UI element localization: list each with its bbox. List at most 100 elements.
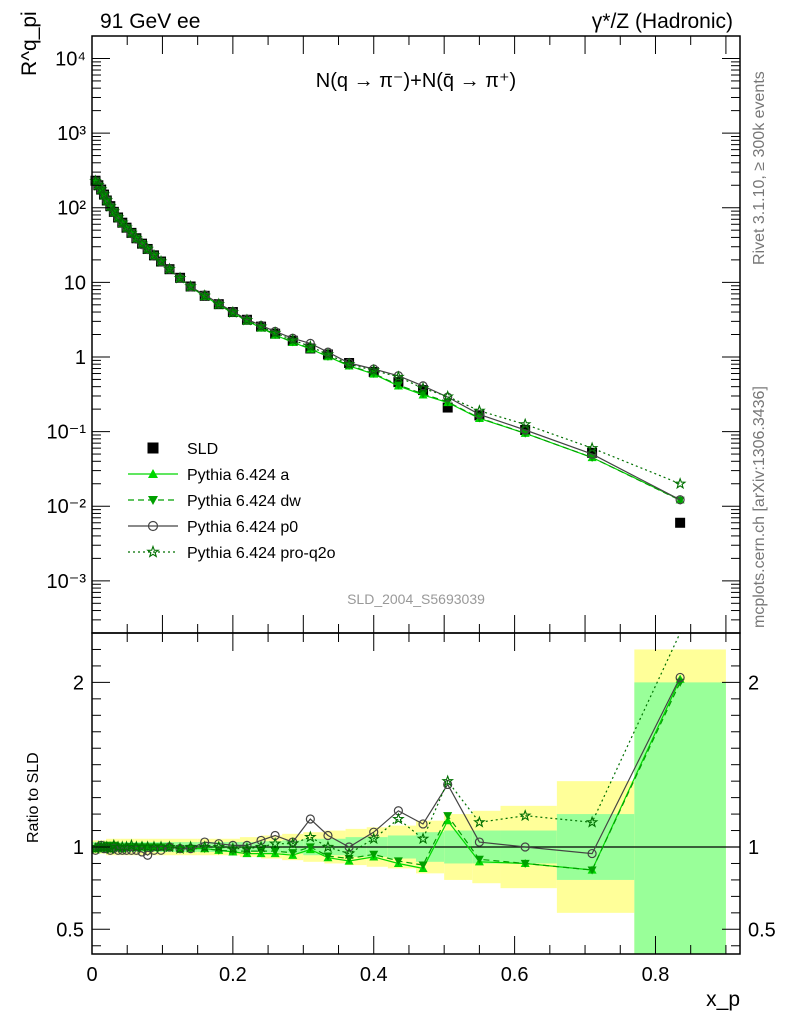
ratio-point-pythia-6-424-pro-q2o [120,840,133,853]
ratio-point-pythia-6-424-dw [393,857,403,866]
main-point-pythia-6-424-p0 [474,409,484,419]
ratio-point-pythia-6-424-p0 [675,672,685,683]
rivet-note: Rivet 3.1.10, ≥ 300k events [751,71,768,265]
main-point-pythia-6-424-pro-q2o [212,297,226,310]
ratio-point-pythia-6-424-p0 [186,844,196,854]
ratio-y-tick-label: 0.5 [56,919,84,941]
ratio-y-axis-label: Ratio to SLD [25,752,42,843]
main-point-pythia-6-424-p0 [131,234,141,244]
main-y-tick-label: 10⁴ [55,48,86,70]
ratio-point-pythia-6-424-p0 [143,850,153,860]
ratio-point-pythia-6-424-p0 [228,840,238,850]
x-tick-label: 0.4 [360,964,388,986]
main-point-pythia-6-424-p0 [305,338,315,348]
ratio-stat-uncertainty-band [634,682,726,954]
main-point-pythia-6-424-pro-q2o [286,333,300,346]
main-axis-ticks: 10⁻³ 10⁻² 10⁻¹ 1 10 10² 10³ 10⁴ [47,35,740,634]
ratio-point-pythia-6-424-pro-q2o [184,840,197,853]
ratio-point-pythia-6-424-p0 [520,842,530,852]
main-point-pythia-6-424-pro-q2o [226,305,240,318]
ratio-point-pythia-6-424-p0 [323,830,333,841]
main-point-pythia-6-424-p0 [137,240,147,250]
ratio-point-pythia-6-424-dw [323,852,333,861]
x-tick-label: 0.6 [501,964,529,986]
ratio-point-pythia-6-424-dw [418,861,428,870]
main-point-pythia-6-424-pro-q2o [120,221,133,234]
main-point-pythia-6-424-pro-q2o [147,248,161,261]
ratio-point-pythia-6-424-pro-q2o [125,838,138,851]
ratio-point-pythia-6-424-pro-q2o [367,832,381,845]
main-point-sld [442,402,453,413]
main-point-pythia-6-424-pro-q2o [342,357,356,370]
main-point-sld [587,447,598,458]
main-point-pythia-6-424-pro-q2o [154,254,168,267]
main-point-pythia-6-424-pro-q2o [115,216,129,229]
main-point-pythia-6-424-pro-q2o [103,199,117,212]
ratio-point-pythia-6-424-p0 [369,827,379,837]
main-plot-panel: 10⁻³ 10⁻² 10⁻¹ 1 10 10² 10³ 10⁴ N(q → π⁻)+N(q̄ … [18,11,741,634]
main-point-pythia-6-424-p0 [149,251,159,261]
ratio-point-pythia-6-424-dw [443,812,453,821]
main-point-pythia-6-424-pro-q2o [107,204,121,217]
main-point-pythia-6-424-pro-q2o [268,326,282,339]
ratio-point-pythia-6-424-dw [520,859,530,868]
main-point-pythia-6-424-pro-q2o [130,231,143,244]
main-point-pythia-6-424-pro-q2o [125,226,138,239]
header-right: γ*/Z (Hadronic) [592,10,733,33]
ratio-point-pythia-6-424-pro-q2o [473,815,486,828]
main-point-pythia-6-424-pro-q2o [367,363,381,376]
ratio-point-pythia-6-424-pro-q2o [173,842,187,855]
x-tick-label: 0.2 [219,964,247,986]
ratio-y-tick-label: 1 [73,837,84,859]
legend: SLD Pythia 6.424 a Pythia 6.424 dw Pythia 6… [128,441,336,562]
legend-label: Pythia 6.424 dw [187,493,301,510]
ratio-point-pythia-6-424-pro-q2o [321,840,335,853]
legend-marker-sld [147,442,159,454]
x-tick-label: 0 [86,964,97,986]
ratio-y-tick-label: 2 [73,672,84,694]
ratio-point-pythia-6-424-pro-q2o [342,846,356,859]
main-point-pythia-6-424-dw [214,301,224,310]
ratio-data-layer [92,633,740,954]
main-point-pythia-6-424-dw [393,381,403,390]
header-left: 91 GeV ee [100,10,200,33]
main-point-pythia-6-424-pro-q2o [416,381,430,394]
main-point-pythia-6-424-pro-q2o [141,242,154,255]
legend-label: Pythia 6.424 p0 [187,519,298,536]
main-point-sld [675,517,686,528]
ratio-point-pythia-6-424-p0 [214,839,224,849]
main-y-tick-label: 10⁻¹ [47,422,87,444]
ratio-point-pythia-6-424-pro-q2o [441,774,455,787]
main-point-pythia-6-424-pro-q2o [111,210,125,223]
main-point-pythia-6-424-pro-q2o [304,339,317,352]
legend-marker-pythia-6-424-p0 [147,520,159,532]
ratio-plot-frame [91,632,741,955]
main-point-pythia-6-424-pro-q2o [100,193,114,206]
main-y-tick-label: 10 [64,272,86,294]
main-point-pythia-6-424-pro-q2o [473,404,486,417]
main-point-pythia-6-424-pro-q2o [163,262,176,275]
ratio-point-pythia-6-424-pro-q2o [518,809,532,822]
ratio-point-pythia-6-424-p0 [200,837,210,847]
ratio-point-pythia-6-424-p0 [587,848,597,859]
ratio-point-pythia-6-424-dw [369,850,379,859]
legend-label: Pythia 6.424 pro-q2o [187,545,336,562]
ratio-point-pythia-6-424-p0 [305,814,315,824]
x-tick-label: 0.8 [642,964,670,986]
ratio-point-pythia-6-424-pro-q2o [212,840,226,853]
ratio-point-pythia-6-424-dw [288,849,298,858]
main-y-axis-label: R^q_pi [18,11,41,76]
ratio-y-tick-label-right: 1 [748,837,759,859]
ratio-point-pythia-6-424-pro-q2o [198,840,212,853]
legend-marker-pythia-6-424-dw [148,496,158,505]
main-point-pythia-6-424-pro-q2o [240,313,254,326]
legend-label: Pythia 6.424 a [187,467,289,484]
ratio-point-pythia-6-424-p0 [256,835,266,846]
main-y-tick-label: 10² [57,198,86,220]
main-y-tick-label: 10³ [57,123,86,145]
ratio-point-pythia-6-424-p0 [242,840,252,850]
ratio-point-pythia-6-424-pro-q2o [226,842,240,855]
ratio-point-pythia-6-424-dw [587,866,597,875]
ratio-point-pythia-6-424-pro-q2o [416,832,430,845]
main-plot-title: N(q → π⁻)+N(q̄ → π⁺) [316,70,516,92]
